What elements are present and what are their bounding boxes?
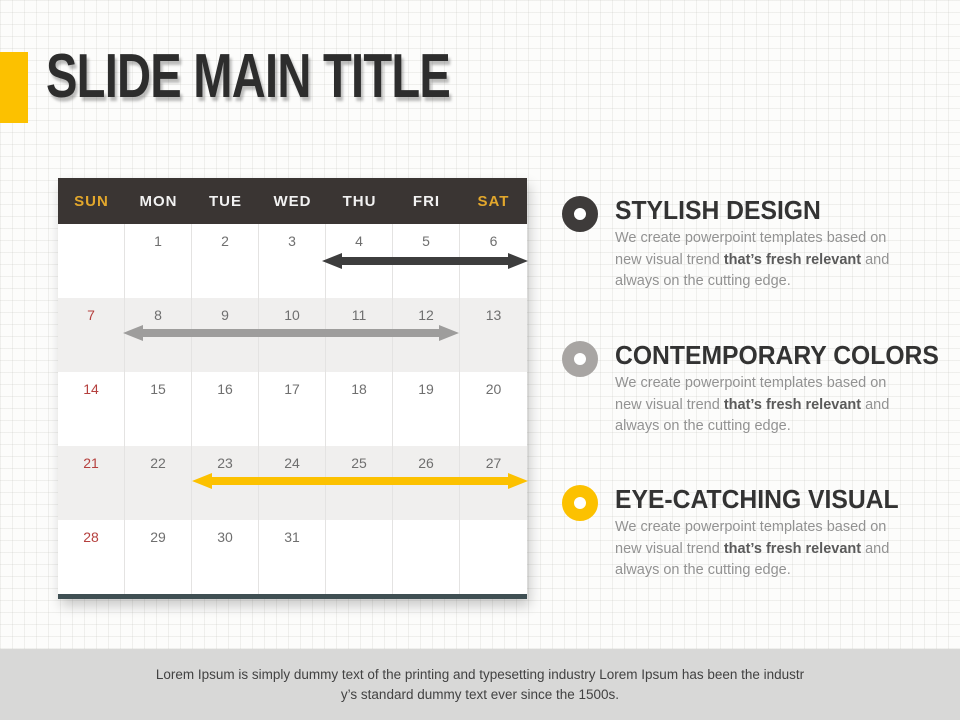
calendar-body: 1 2 3 4 5 6 7 8 9 10 11 12 13 14 15 16 17 18 19 20 21 22 23 24 2… — [58, 224, 527, 594]
calendar-cell — [460, 520, 527, 594]
calendar-cell — [393, 520, 460, 594]
feature-body-text: and — [861, 251, 890, 268]
feature-heading: EYE-CATCHING VISUAL — [615, 484, 899, 514]
weekday-label-wed: WED — [273, 192, 312, 210]
feature-body-bold-text: that’s fresh relevant — [723, 251, 862, 268]
arrow-shaft — [342, 257, 508, 265]
calendar-week-row: 14 15 16 17 18 19 20 — [58, 372, 527, 446]
calendar-cell: 12 — [393, 298, 460, 372]
feature-body-text: new visual trend — [615, 540, 724, 557]
feature-body-line: new visual trend that’s fresh relevant a… — [615, 395, 910, 417]
feature-body-bold-text: that’s fresh relevant — [723, 540, 862, 557]
feature-body-line: always on the cutting edge. — [615, 418, 791, 434]
calendar-cell: 30 — [192, 520, 259, 594]
calendar-cell: 27 — [485, 455, 502, 471]
page-title: SLIDE MAIN TITLE — [46, 42, 451, 111]
calendar-cell: 6 — [489, 233, 498, 249]
arrow-right-head-icon — [508, 473, 528, 489]
calendar-cell: 15 — [125, 372, 192, 446]
calendar-cell: 29 — [125, 520, 192, 594]
feature-body-text: new visual trend — [615, 251, 724, 268]
feature-body: We create powerpoint templates based on … — [615, 517, 910, 582]
calendar-cell: 19 — [393, 372, 460, 446]
donut-circle-icon — [562, 341, 598, 377]
feature-body-line: always on the cutting edge. — [615, 562, 791, 578]
feature-heading: CONTEMPORARY COLORS — [615, 340, 939, 370]
feature-item-stylish-design: STYLISH DESIGN We create powerpoint temp… — [560, 196, 910, 293]
feature-item-contemporary-colors: CONTEMPORARY COLORS We create powerpoint… — [560, 340, 939, 438]
feature-body-line: We create powerpoint templates based on — [615, 375, 887, 391]
arrow-shaft — [143, 329, 439, 337]
weekday-label-fri: FRI — [412, 192, 441, 210]
calendar-cell: 1 — [125, 224, 192, 298]
weekday-label-mon: MON — [139, 192, 178, 210]
arrow-right-head-icon — [508, 253, 528, 269]
arrow-left-head-icon — [322, 253, 342, 269]
calendar-cell: 17 — [259, 372, 326, 446]
footer-text-line: Lorem Ipsum is simply dummy text of the … — [155, 667, 805, 682]
calendar-cell: 7 — [58, 298, 125, 372]
calendar-cell: 28 — [58, 520, 125, 594]
weekday-label-sun: SUN — [74, 192, 109, 210]
feature-body-line: new visual trend that’s fresh relevant a… — [615, 539, 910, 561]
feature-body-text: and — [861, 540, 890, 557]
title-accent-block — [0, 52, 28, 123]
calendar-cell: 21 — [58, 446, 125, 520]
calendar-weekday-header: SUN MON TUE WED THU FRI SAT — [58, 178, 527, 224]
feature-body-line: always on the cutting edge. — [615, 273, 791, 289]
arrow-left-head-icon — [192, 473, 212, 489]
feature-body-bold-text: that’s fresh relevant — [723, 396, 862, 413]
calendar-cell: 16 — [192, 372, 259, 446]
arrow-shaft — [212, 477, 508, 485]
feature-body-text: new visual trend — [615, 396, 724, 413]
feature-body-text: and — [861, 396, 890, 413]
calendar-week-row: 28 29 30 31 — [58, 520, 527, 594]
range-arrow-week2 — [123, 325, 459, 341]
feature-body-line: We create powerpoint templates based on — [615, 519, 887, 535]
calendar-cell: 22 — [125, 446, 192, 520]
calendar: SUN MON TUE WED THU FRI SAT 1 2 3 4 5 6 7 8 9 10 11 12 13 1… — [58, 178, 527, 599]
calendar-cell: 13 — [485, 307, 502, 323]
calendar-cell: 2 — [192, 224, 259, 298]
donut-circle-icon — [562, 196, 598, 232]
weekday-label-sat: SAT — [477, 192, 510, 210]
feature-body: We create powerpoint templates based on … — [615, 228, 910, 293]
range-arrow-week1 — [322, 253, 528, 269]
feature-body: We create powerpoint templates based on … — [615, 373, 910, 438]
weekday-label-thu: THU — [342, 192, 377, 210]
weekday-label-tue: TUE — [209, 192, 242, 210]
footer-text-line: y’s standard dummy text ever since the 1… — [340, 687, 620, 702]
calendar-cell: 18 — [326, 372, 393, 446]
calendar-bottom-border — [58, 594, 527, 599]
feature-body-line: new visual trend that’s fresh relevant a… — [615, 250, 910, 272]
range-arrow-week4 — [192, 473, 528, 489]
arrow-left-head-icon — [123, 325, 143, 341]
calendar-cell — [58, 224, 125, 298]
calendar-cell: 3 — [259, 224, 326, 298]
calendar-cell: 20 — [485, 381, 502, 397]
feature-heading: STYLISH DESIGN — [615, 195, 821, 225]
footer-bar: Lorem Ipsum is simply dummy text of the … — [0, 649, 960, 720]
feature-list: STYLISH DESIGN We create powerpoint temp… — [560, 0, 939, 720]
arrow-right-head-icon — [439, 325, 459, 341]
calendar-cell: 14 — [58, 372, 125, 446]
calendar-cell — [326, 520, 393, 594]
feature-body-line: We create powerpoint templates based on — [615, 230, 887, 246]
feature-text-block: STYLISH DESIGN We create powerpoint temp… — [615, 196, 910, 293]
feature-item-eye-catching-visual: EYE-CATCHING VISUAL We create powerpoint… — [560, 485, 910, 582]
donut-circle-icon — [562, 485, 598, 521]
feature-text-block: CONTEMPORARY COLORS We create powerpoint… — [615, 340, 939, 438]
calendar-cell: 31 — [259, 520, 326, 594]
feature-text-block: EYE-CATCHING VISUAL We create powerpoint… — [615, 485, 910, 582]
